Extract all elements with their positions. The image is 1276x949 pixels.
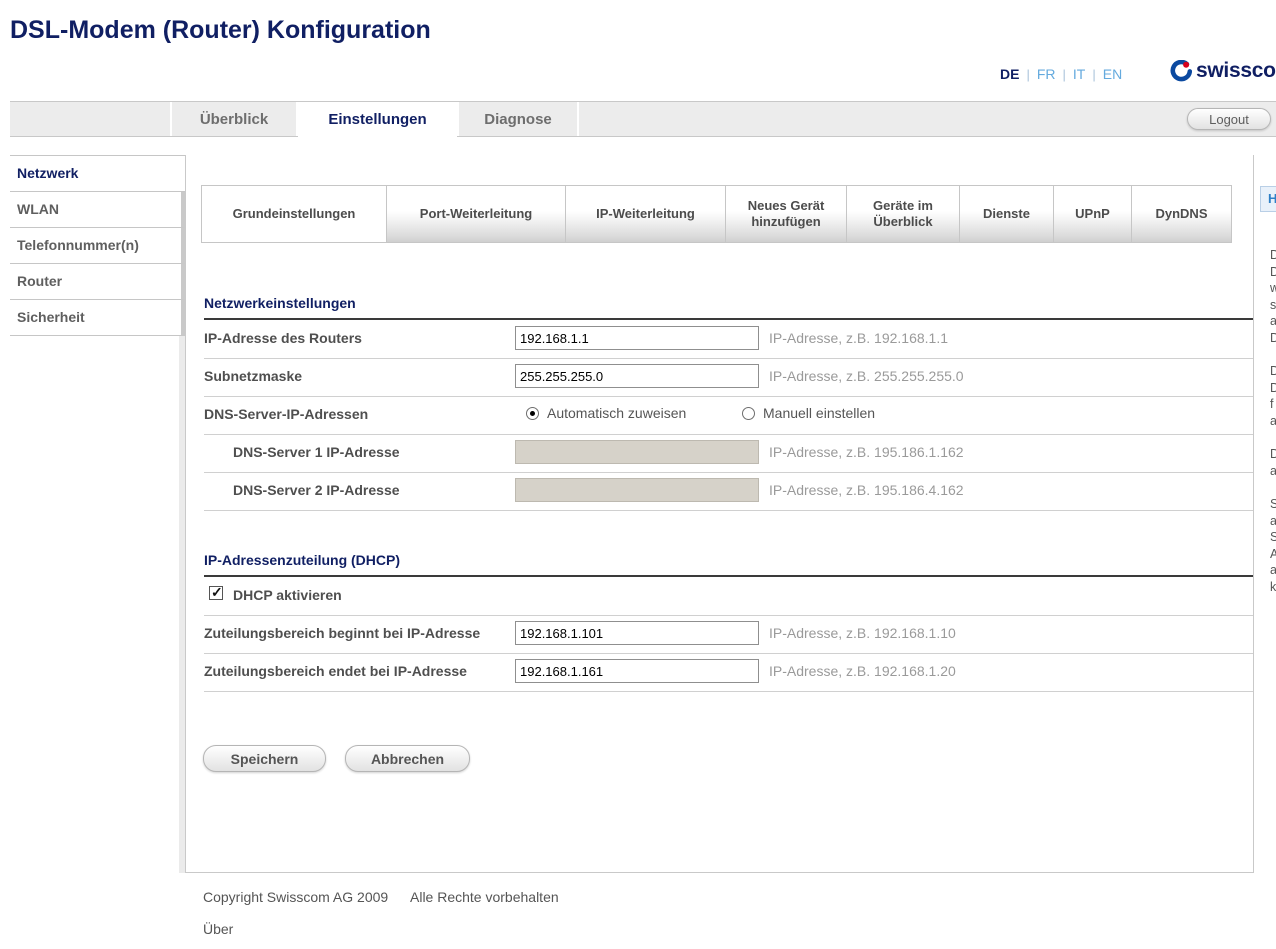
form-row-dhcp-enable: DHCP aktivieren [204, 577, 1253, 616]
footer-rights: Alle Rechte vorbehalten [410, 889, 559, 905]
form-row-dhcp-start: Zuteilungsbereich beginnt bei IP-Adresse… [204, 615, 1253, 654]
field-label: Zuteilungsbereich endet bei IP-Adresse [204, 663, 467, 679]
checkbox-label: DHCP aktivieren [233, 587, 342, 603]
tab-bar-filler: Logout [579, 102, 1276, 136]
radio-label: Manuell einstellen [763, 405, 876, 421]
dns1-input [515, 440, 759, 464]
main-tab-bar: Überblick Einstellungen Diagnose Logout [10, 101, 1276, 137]
tab-port-weiterleitung[interactable]: Port-Weiterleitung [386, 185, 566, 243]
field-label: DNS-Server 2 IP-Adresse [233, 482, 400, 498]
field-hint: IP-Adresse, z.B. 195.186.1.162 [769, 444, 964, 460]
router-ip-input[interactable] [515, 326, 759, 350]
lang-separator: | [1026, 67, 1030, 82]
tab-ip-weiterleitung[interactable]: IP-Weiterleitung [565, 185, 726, 243]
dhcp-range-end-input[interactable] [515, 659, 759, 683]
swisscom-logo-icon [1170, 60, 1192, 82]
field-label: IP-Adresse des Routers [204, 330, 362, 346]
sidebar-item-netzwerk[interactable]: Netzwerk [10, 156, 185, 192]
field-hint: IP-Adresse, z.B. 192.168.1.20 [769, 663, 956, 679]
tab-grundeinstellungen[interactable]: Grundeinstellungen [201, 185, 387, 243]
dns-manual-radio[interactable] [742, 406, 755, 420]
field-label: Zuteilungsbereich beginnt bei IP-Adresse [204, 625, 481, 641]
tab-ueberblick[interactable]: Überblick [172, 102, 296, 136]
sidebar-item-wlan[interactable]: WLAN [10, 192, 185, 228]
dns-manual-option[interactable]: Manuell einstellen [742, 405, 875, 421]
tab-upnp[interactable]: UPnP [1053, 185, 1132, 243]
form-row-dns1: DNS-Server 1 IP-Adresse IP-Adresse, z.B.… [204, 434, 1253, 473]
field-hint: IP-Adresse, z.B. 192.168.1.1 [769, 330, 948, 346]
form-row-dns2: DNS-Server 2 IP-Adresse IP-Adresse, z.B.… [204, 472, 1253, 511]
lang-fr[interactable]: FR [1036, 66, 1056, 82]
section-heading-dhcp: IP-Adressenzuteilung (DHCP) [204, 552, 1253, 577]
lang-de[interactable]: DE [1000, 66, 1020, 82]
footer-about-link[interactable]: Über [203, 921, 234, 937]
sidebar-item-router[interactable]: Router [10, 264, 185, 300]
dns-auto-option[interactable]: Automatisch zuweisen [526, 405, 686, 421]
field-hint: IP-Adresse, z.B. 192.168.1.10 [769, 625, 956, 641]
tab-einstellungen[interactable]: Einstellungen [298, 102, 457, 137]
help-panel-text: D D w s a D D D f a D a S a S A a k [1270, 248, 1276, 594]
tab-dienste[interactable]: Dienste [959, 185, 1054, 243]
lang-separator: | [1062, 67, 1066, 82]
content-panel: Grundeinstellungen Port-Weiterleitung IP… [185, 155, 1254, 873]
logout-button[interactable]: Logout [1187, 108, 1271, 130]
tab-diagnose[interactable]: Diagnose [459, 102, 577, 136]
tab-dyndns[interactable]: DynDNS [1131, 185, 1232, 243]
save-button[interactable]: Speichern [203, 745, 326, 772]
help-panel: H D D w s a D D D f a D a S a S A a k [1260, 186, 1276, 796]
lang-separator: | [1092, 67, 1096, 82]
form-row-dhcp-end: Zuteilungsbereich endet bei IP-Adresse I… [204, 653, 1253, 692]
swisscom-logo-text: swisscom [1196, 59, 1276, 82]
radio-label: Automatisch zuweisen [547, 405, 687, 421]
settings-tab-bar: Grundeinstellungen Port-Weiterleitung IP… [201, 185, 1232, 243]
tab-bar-filler [10, 102, 170, 136]
field-hint: IP-Adresse, z.B. 255.255.255.0 [769, 368, 964, 384]
dns2-input [515, 478, 759, 502]
cancel-button[interactable]: Abbrechen [345, 745, 470, 772]
form-row-dns-mode: DNS-Server-IP-Adressen Automatisch zuwei… [204, 396, 1253, 435]
dhcp-range-start-input[interactable] [515, 621, 759, 645]
sidebar-item-sicherheit[interactable]: Sicherheit [10, 300, 185, 336]
form-row-router-ip: IP-Adresse des Routers IP-Adresse, z.B. … [204, 320, 1253, 359]
section-heading-netzwerkeinstellungen: Netzwerkeinstellungen [204, 295, 1253, 320]
lang-en[interactable]: EN [1102, 66, 1123, 82]
language-switcher: DE | FR | IT | EN [1000, 66, 1122, 82]
swisscom-logo: swisscom [1170, 59, 1276, 83]
lang-it[interactable]: IT [1072, 66, 1086, 82]
subnet-mask-input[interactable] [515, 364, 759, 388]
field-label: DNS-Server-IP-Adressen [204, 406, 369, 422]
sidebar-item-telefonnummern[interactable]: Telefonnummer(n) [10, 228, 185, 264]
help-panel-header: H [1260, 186, 1276, 212]
dhcp-checkbox[interactable] [209, 584, 223, 601]
tab-geraete-im-ueberblick[interactable]: Geräte im Überblick [846, 185, 960, 243]
field-hint: IP-Adresse, z.B. 195.186.4.162 [769, 482, 964, 498]
footer-copyright: Copyright Swisscom AG 2009 [203, 889, 389, 905]
field-label: Subnetzmaske [204, 368, 303, 384]
tab-neues-geraet-hinzufuegen[interactable]: Neues Gerät hinzufügen [725, 185, 847, 243]
form-row-subnet: Subnetzmaske IP-Adresse, z.B. 255.255.25… [204, 358, 1253, 397]
sidebar-shadow [179, 156, 185, 873]
field-label: DNS-Server 1 IP-Adresse [233, 444, 400, 460]
sidebar: Netzwerk WLAN Telefonnummer(n) Router Si… [10, 156, 185, 336]
page-title: DSL-Modem (Router) Konfiguration [10, 16, 431, 44]
dns-auto-radio[interactable] [526, 406, 539, 420]
